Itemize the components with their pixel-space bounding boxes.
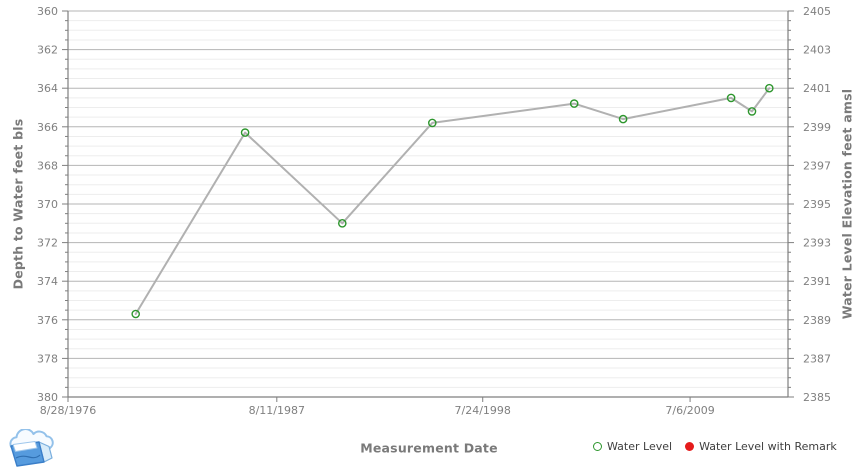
svg-text:362: 362 <box>37 44 58 57</box>
water-level-point <box>726 93 736 103</box>
svg-text:366: 366 <box>37 121 58 134</box>
water-level-point <box>747 107 757 116</box>
legend-item-water-level-with-remark[interactable]: Water Level with Remark <box>685 440 837 453</box>
legend-label: Water Level <box>607 440 673 453</box>
svg-text:2389: 2389 <box>803 314 831 327</box>
axis-ticks <box>62 10 794 402</box>
water-level-point <box>240 128 250 137</box>
tick-labels: 360 2405 362 2403 364 2401 366 2399 368 2397 370 23… <box>37 5 831 417</box>
y-axis-title-left: Depth to Water feet bls <box>10 118 26 290</box>
svg-text:2397: 2397 <box>803 159 831 172</box>
svg-text:2393: 2393 <box>803 237 831 250</box>
water-level-line <box>134 87 771 315</box>
open-circle-marker-icon <box>593 442 602 451</box>
svg-text:8/11/1987: 8/11/1987 <box>249 404 305 417</box>
svg-text:2387: 2387 <box>803 352 831 365</box>
water-level-markers <box>131 83 774 319</box>
legend-label: Water Level with Remark <box>699 440 837 453</box>
water-level-point <box>618 114 628 124</box>
svg-text:374: 374 <box>37 275 58 288</box>
minor-gridlines <box>68 20 788 388</box>
svg-text:368: 368 <box>37 159 58 172</box>
y-axis-title-right: Water Level Elevation feet amsl <box>839 88 855 320</box>
svg-text:2401: 2401 <box>803 82 831 95</box>
legend: Water Level Water Level with Remark <box>593 440 837 453</box>
water-level-point <box>427 118 437 128</box>
svg-text:7/6/2009: 7/6/2009 <box>665 404 714 417</box>
cloud-box-logo-icon <box>9 429 54 467</box>
svg-text:2395: 2395 <box>803 198 831 211</box>
svg-text:364: 364 <box>37 82 58 95</box>
water-level-point <box>337 218 347 228</box>
svg-text:2399: 2399 <box>803 121 831 134</box>
legend-item-water-level[interactable]: Water Level <box>593 440 672 453</box>
svg-text:2391: 2391 <box>803 275 831 288</box>
filled-circle-marker-icon <box>685 442 695 451</box>
svg-text:8/28/1976: 8/28/1976 <box>40 404 96 417</box>
water-level-point <box>569 99 579 108</box>
svg-text:380: 380 <box>37 391 58 404</box>
svg-text:378: 378 <box>37 352 58 365</box>
svg-text:2405: 2405 <box>803 5 831 18</box>
svg-text:370: 370 <box>37 198 58 211</box>
svg-text:7/24/1998: 7/24/1998 <box>455 404 511 417</box>
x-axis-title: Measurement Date <box>360 440 498 456</box>
svg-text:2403: 2403 <box>803 44 831 57</box>
svg-text:2385: 2385 <box>803 391 831 404</box>
svg-text:376: 376 <box>37 314 58 327</box>
svg-text:372: 372 <box>37 237 58 250</box>
water-level-point <box>131 309 140 319</box>
svg-text:360: 360 <box>37 5 58 18</box>
water-level-point <box>765 83 774 93</box>
